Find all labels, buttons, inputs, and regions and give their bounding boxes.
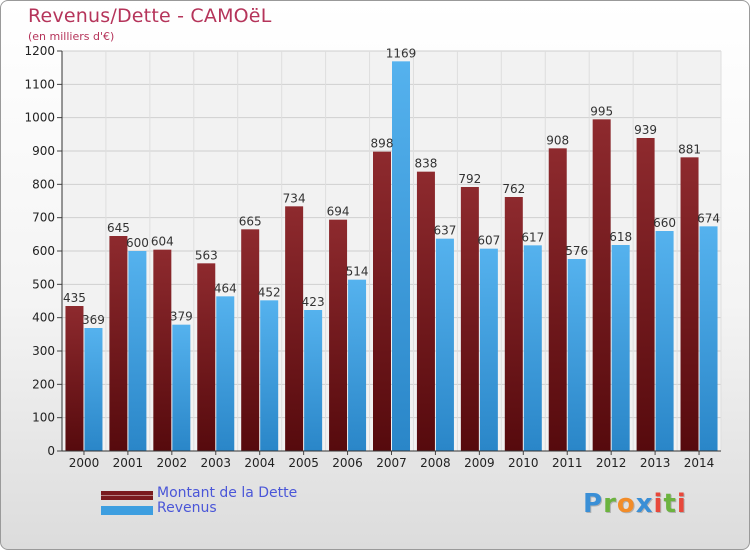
bar-revenue (216, 296, 235, 451)
bar-revenue (304, 310, 323, 451)
y-tick-label: 900 (32, 144, 55, 158)
data-label-debt: 762 (502, 182, 525, 196)
data-label-revenue: 618 (609, 230, 632, 244)
legend-swatch-debt (101, 491, 153, 500)
bar-revenue (435, 238, 454, 451)
legend-swatch-revenue (101, 506, 153, 515)
data-label-revenue: 637 (433, 224, 456, 238)
y-tick-label: 400 (32, 311, 55, 325)
data-label-revenue: 576 (565, 244, 588, 258)
bar-revenue (567, 259, 586, 451)
data-label-debt: 604 (151, 235, 174, 249)
data-label-debt: 881 (678, 142, 701, 156)
bar-revenue (128, 251, 147, 451)
y-tick-label: 800 (32, 177, 55, 191)
y-tick-label: 1100 (24, 77, 55, 91)
bar-debt (197, 263, 216, 451)
x-tick-label: 2002 (157, 456, 188, 470)
data-label-debt: 908 (546, 133, 569, 147)
chart-subtitle: (en milliers d'€) (28, 30, 115, 43)
bar-debt (416, 171, 435, 451)
x-tick-label: 2012 (596, 456, 627, 470)
chart-title: Revenus/Dette - CAMOëL (28, 5, 272, 27)
bar-revenue (392, 61, 410, 451)
legend-label-debt: Montant de la Dette (157, 485, 298, 501)
data-label-revenue: 617 (521, 230, 544, 244)
x-tick-label: 2003 (200, 456, 231, 470)
x-tick-label: 2007 (376, 456, 407, 470)
bar-debt (504, 197, 523, 451)
x-tick-label: 2008 (420, 456, 451, 470)
data-label-revenue: 514 (346, 265, 369, 279)
data-label-debt: 694 (327, 205, 350, 219)
x-tick-label: 2013 (640, 456, 671, 470)
bar-debt (285, 206, 304, 451)
bar-debt (548, 148, 567, 452)
y-tick-label: 500 (32, 277, 55, 291)
data-label-revenue: 660 (653, 216, 676, 230)
x-tick-label: 2000 (69, 456, 100, 470)
y-tick-label: 1000 (24, 111, 55, 125)
data-label-debt: 435 (63, 291, 86, 305)
y-tick-label: 0 (47, 444, 55, 458)
x-tick-label: 2014 (684, 456, 715, 470)
bar-revenue (348, 279, 367, 451)
bar-debt (329, 219, 348, 451)
bar-revenue (699, 226, 718, 451)
data-label-revenue: 379 (170, 310, 193, 324)
y-tick-label: 600 (32, 244, 55, 258)
x-tick-label: 2010 (508, 456, 539, 470)
data-label-debt: 792 (458, 172, 481, 186)
data-label-revenue: 607 (477, 234, 500, 248)
bar-debt (241, 229, 260, 451)
data-label-revenue: 600 (126, 236, 149, 250)
bar-debt (592, 119, 611, 451)
bar-debt (109, 236, 128, 451)
y-tick-label: 300 (32, 344, 55, 358)
y-tick-label: 1200 (24, 44, 55, 58)
data-label-debt: 563 (195, 248, 218, 262)
bar-revenue (523, 245, 542, 451)
data-label-debt: 939 (634, 123, 657, 137)
bar-revenue (84, 328, 103, 451)
bar-revenue (611, 245, 630, 451)
bar-debt (65, 306, 84, 451)
legend-label-revenue: Revenus (157, 500, 217, 516)
y-tick-label: 700 (32, 211, 55, 225)
data-label-revenue: 423 (302, 295, 325, 309)
bar-debt (460, 187, 479, 451)
bar-debt (680, 157, 699, 452)
data-label-revenue: 674 (697, 211, 720, 225)
bar-debt (636, 138, 655, 451)
y-tick-label: 100 (32, 411, 55, 425)
data-label-revenue: 452 (258, 285, 281, 299)
x-tick-label: 2011 (552, 456, 583, 470)
data-label-revenue: 464 (214, 281, 237, 295)
data-label-revenue: 369 (82, 313, 105, 327)
data-label-debt: 898 (371, 137, 394, 151)
proxiti-logo: Proxiti (583, 489, 687, 519)
data-label-revenue: 1169 (386, 46, 417, 60)
bar-revenue (172, 324, 191, 451)
y-tick-label: 200 (32, 377, 55, 391)
x-tick-label: 2001 (113, 456, 144, 470)
data-label-debt: 645 (107, 221, 130, 235)
x-tick-label: 2004 (244, 456, 275, 470)
bar-debt (153, 249, 172, 451)
data-label-debt: 838 (414, 157, 437, 171)
data-label-debt: 734 (283, 191, 306, 205)
x-tick-label: 2009 (464, 456, 495, 470)
data-label-debt: 995 (590, 104, 613, 118)
bar-revenue (655, 231, 674, 451)
x-tick-label: 2005 (288, 456, 319, 470)
bar-revenue (260, 300, 279, 451)
bar-debt (373, 151, 391, 451)
x-tick-label: 2006 (332, 456, 363, 470)
bar-revenue (479, 248, 498, 451)
data-label-debt: 665 (239, 214, 262, 228)
